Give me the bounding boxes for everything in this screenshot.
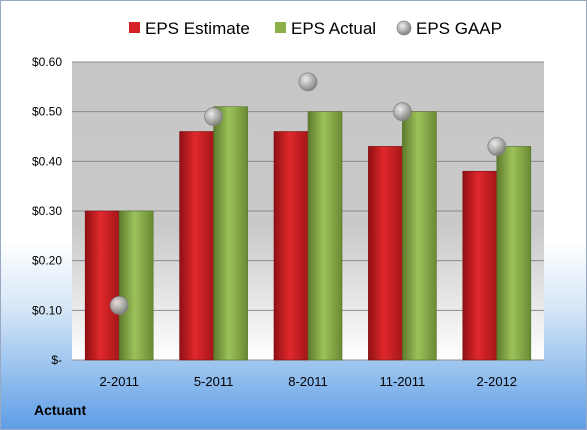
legend: EPS Estimate EPS Actual EPS GAAP [129,19,502,38]
point-eps-gaap [298,72,318,92]
bar-eps-actual [118,210,154,361]
y-axis: $- $0.10 $0.20 $0.30 $0.40 $0.50 $0.60 [32,55,62,367]
legend-swatch-eps-estimate [129,22,140,33]
legend-swatch-eps-actual [275,22,286,33]
bar-eps-estimate [368,146,403,361]
legend-label-eps-actual: EPS Actual [291,19,376,38]
y-tick-label: $0.40 [32,154,62,168]
bar-eps-actual [496,146,532,361]
y-tick-label: $0.60 [32,55,62,69]
x-tick-label: 8-2011 [288,374,328,389]
y-tick-label: $0.10 [32,303,62,317]
point-eps-gaap [392,102,412,122]
legend-label-eps-estimate: EPS Estimate [145,19,250,38]
bar-eps-actual [213,106,248,361]
bar-eps-estimate [273,131,309,361]
x-tick-label: 2-2012 [477,374,517,389]
x-tick-label: 11-2011 [380,374,426,389]
bar-eps-actual [307,111,343,361]
point-eps-gaap [109,295,129,315]
company-name: Actuant [34,402,87,418]
gaap-points [109,72,507,315]
point-eps-gaap [204,107,224,127]
y-tick-label: $- [51,353,62,367]
x-tick-label: 2-2011 [99,374,139,389]
bar-eps-actual [402,111,437,361]
bar-eps-estimate [84,210,120,361]
bars [84,106,532,361]
point-eps-gaap [487,137,507,156]
legend-label-eps-gaap: EPS GAAP [416,19,502,38]
y-tick-label: $0.50 [32,105,62,119]
x-tick-label: 5-2011 [194,374,234,389]
legend-swatch-eps-gaap [396,20,412,36]
x-axis: 2-2011 5-2011 8-2011 11-2011 2-2012 [99,374,517,389]
y-tick-label: $0.20 [32,254,62,268]
y-tick-label: $0.30 [32,204,62,218]
bar-eps-estimate [462,170,498,361]
bar-eps-estimate [179,131,214,361]
